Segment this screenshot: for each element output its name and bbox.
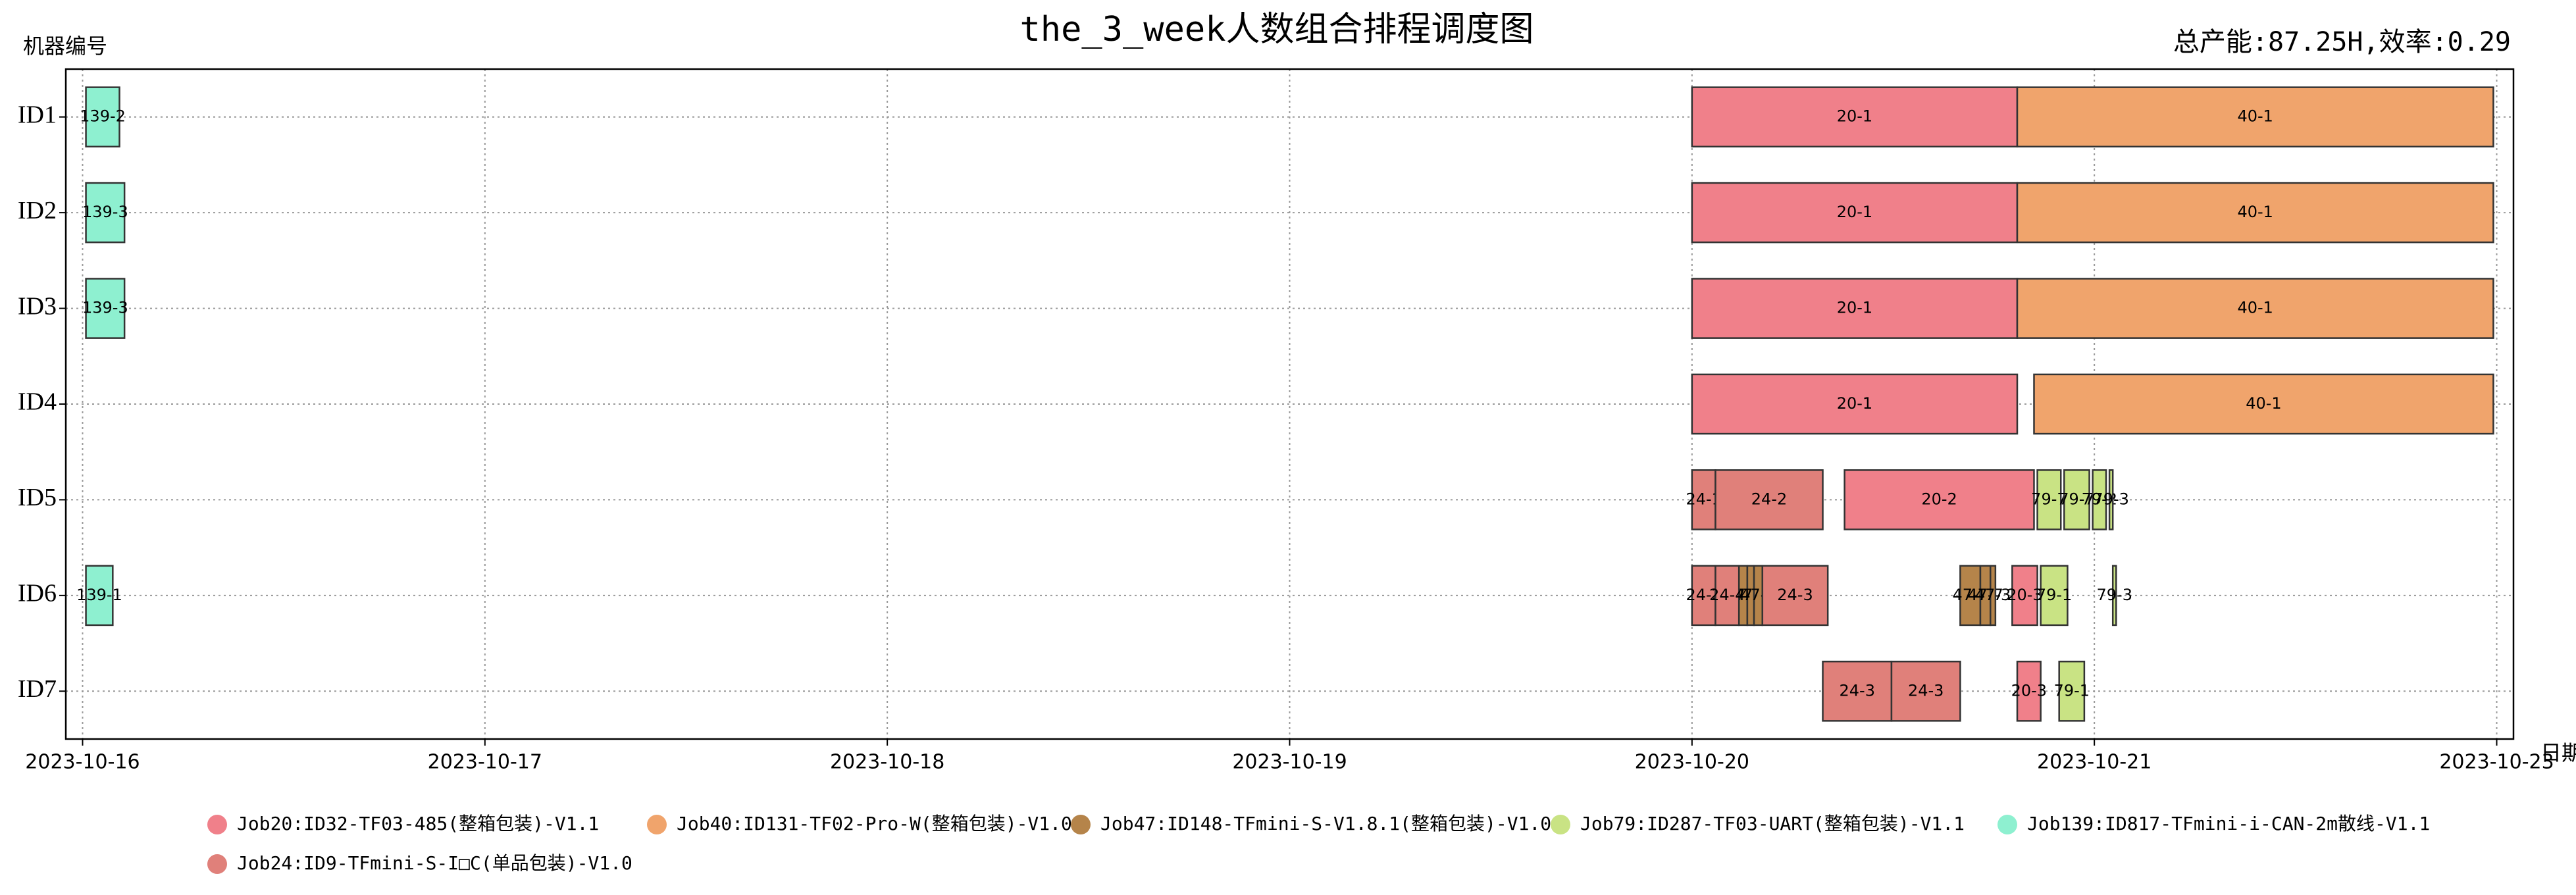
task-bar — [1959, 565, 1982, 626]
task-bar — [2036, 469, 2062, 530]
task-bar — [1714, 469, 1824, 530]
task-label: 20-3 — [2007, 586, 2042, 604]
task-bar — [2016, 182, 2494, 243]
y-tick-label: ID5 — [18, 484, 57, 511]
task-label: 24-3 — [1777, 586, 1813, 604]
x-tick-label: 2023-10-20 — [1635, 751, 1749, 774]
chart-title: the_3_week人数组合排程调度图 — [1019, 10, 1533, 49]
y-axis-label: 机器编号 — [23, 34, 107, 59]
legend-marker — [1997, 815, 2017, 834]
task-label: 139-3 — [82, 203, 128, 221]
y-tick-label: ID7 — [18, 675, 57, 703]
task-bar — [2063, 469, 2090, 530]
legend-marker — [647, 815, 667, 834]
task-bar — [1761, 565, 1829, 626]
task-label: 24-3 — [1908, 681, 1944, 700]
legend-label: Job24:ID9-TFmini-S-I□C(单品包装)-V1.0 — [237, 852, 632, 874]
task-bar — [85, 86, 120, 148]
legend-label: Job47:ID148-TFmini-S-V1.8.1(整箱包装)-V1.0 — [1100, 813, 1551, 834]
task-label: 40-1 — [2237, 107, 2273, 126]
task-bar — [2040, 565, 2069, 626]
x-tick-label: 2023-10-17 — [428, 751, 542, 774]
task-bar — [85, 182, 126, 243]
x-tick-label: 2023-10-19 — [1232, 751, 1347, 774]
y-tick-label: ID6 — [18, 580, 57, 607]
task-label: 20-1 — [1837, 203, 1872, 221]
task-label: 47-7 — [1967, 586, 2003, 604]
task-label: 24-4 — [1709, 586, 1745, 604]
task-bar — [1990, 565, 1997, 626]
task-label: 139-2 — [80, 107, 126, 126]
task-label: 20-2 — [1921, 490, 1957, 508]
task-bar — [2016, 278, 2494, 339]
task-bar — [1691, 278, 2019, 339]
x-axis-label: 日期 — [2540, 740, 2576, 765]
task-bar — [2058, 660, 2086, 722]
y-tick-label: ID4 — [18, 388, 57, 416]
task-label: 24-2 — [1751, 490, 1787, 508]
task-bar — [2033, 373, 2494, 435]
task-label: 40-1 — [2246, 394, 2281, 413]
legend-label: Job79:ID287-TF03-UART(整箱包装)-V1.1 — [1580, 813, 1965, 834]
task-label: 139-1 — [76, 586, 122, 604]
task-bar — [2016, 660, 2042, 722]
annotation: 总产能:87.25H,效率:0.29 — [2173, 27, 2511, 57]
task-label: 40-1 — [2237, 203, 2273, 221]
task-label: 79-7 — [2031, 490, 2067, 508]
task-bar — [1691, 373, 2019, 435]
y-tick-label: ID3 — [18, 292, 57, 320]
x-tick-label: 2023-10-18 — [830, 751, 944, 774]
task-label: 24-3 — [1840, 681, 1875, 700]
task-label: 79-1 — [2036, 586, 2072, 604]
task-bar — [1691, 182, 2019, 243]
task-label: 20-1 — [1837, 394, 1872, 413]
task-bar — [1714, 565, 1740, 626]
task-bar — [1890, 660, 1961, 722]
task-bar — [85, 278, 126, 339]
task-label: 79-7 — [2059, 490, 2094, 508]
legend-label: Job20:ID32-TF03-485(整箱包装)-V1.1 — [237, 813, 599, 834]
task-label: 79-3 — [2093, 490, 2128, 508]
plot-frame — [64, 68, 2515, 740]
task-bar — [1822, 660, 1893, 722]
task-label: 40-1 — [2237, 299, 2273, 317]
y-tick-label: ID2 — [18, 197, 57, 224]
task-bar — [2111, 565, 2117, 626]
task-label: 139-3 — [82, 299, 128, 317]
task-label: 79-3 — [2097, 586, 2132, 604]
task-label: 79-1 — [2054, 681, 2090, 700]
legend-marker — [207, 815, 227, 834]
task-bar — [1843, 469, 2035, 530]
x-tick-label: 2023-10-16 — [25, 751, 140, 774]
y-tick-label: ID1 — [18, 101, 57, 128]
task-bar — [2108, 469, 2114, 530]
task-label: 20-3 — [2011, 681, 2047, 700]
legend-label: Job40:ID131-TF02-Pro-W(整箱包装)-V1.0 — [677, 813, 1072, 834]
legend-marker — [207, 854, 227, 874]
task-bar — [1691, 86, 2019, 148]
legend-marker — [1551, 815, 1570, 834]
task-label: 47-3 — [1975, 586, 2011, 604]
task-label: 20-1 — [1837, 299, 1872, 317]
legend-marker — [1071, 815, 1091, 834]
legend-label: Job139:ID817-TFmini-i-CAN-2m散线-V1.1 — [2027, 813, 2430, 834]
task-bar — [2011, 565, 2038, 626]
x-tick-label: 2023-10-21 — [2037, 751, 2151, 774]
task-bar — [85, 565, 114, 626]
task-bar — [2092, 469, 2107, 530]
x-tick-label: 2023-10-23 — [2439, 751, 2554, 774]
task-bar — [2016, 86, 2494, 148]
task-label: 20-1 — [1837, 107, 1872, 126]
